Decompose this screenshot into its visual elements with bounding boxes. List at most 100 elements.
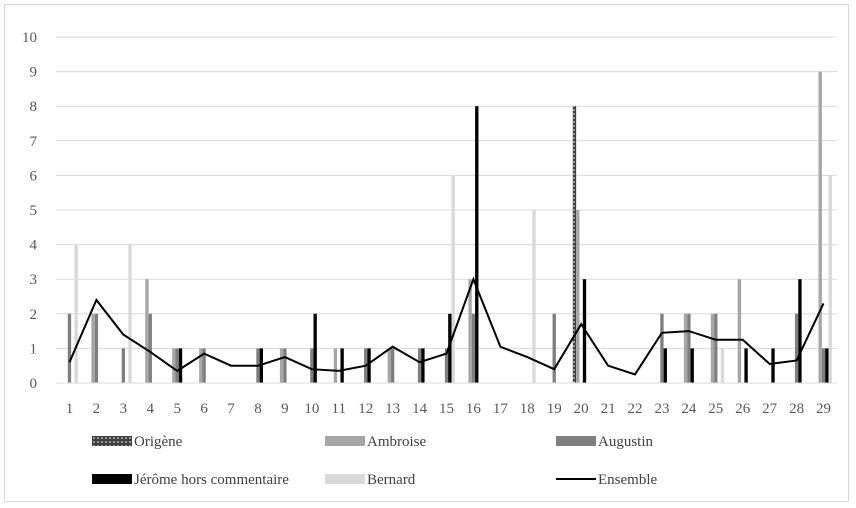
y-tick-label: 7 (30, 134, 38, 150)
x-tick-label: 26 (735, 401, 751, 417)
bar-augustin-28 (794, 313, 799, 383)
bar-ambroise-11 (333, 348, 338, 383)
x-tick-label: 2 (93, 401, 101, 417)
bar-bernard-29 (828, 175, 832, 383)
legend-label-bernard: Bernard (367, 472, 416, 488)
chart-frame (4, 4, 849, 502)
legend-swatch-bernard (325, 474, 365, 484)
x-tick-label: 24 (681, 401, 697, 417)
bar-jérôme-29 (825, 348, 829, 383)
bar-ambroise-24 (683, 313, 688, 383)
bar-jérôme-26 (744, 348, 748, 383)
legend-swatch-origene (92, 436, 132, 446)
legend-swatch-augustin (556, 436, 596, 446)
x-tick-label: 21 (601, 401, 616, 417)
x-tick-label: 22 (628, 401, 643, 417)
bar-origène-20 (572, 106, 577, 383)
x-tick-label: 11 (332, 401, 346, 417)
x-tick-label: 10 (304, 401, 319, 417)
bar-augustin-25 (714, 313, 718, 383)
legend-label-origene: Origène (134, 434, 183, 450)
x-tick-label: 20 (574, 401, 589, 417)
x-tick-label: 25 (708, 401, 723, 417)
bar-jérôme-5 (178, 348, 183, 383)
bar-augustin-16 (471, 313, 476, 383)
bars (67, 71, 832, 383)
bar-augustin-14 (417, 348, 422, 383)
bar-augustin-24 (687, 313, 691, 383)
bar-bernard-25 (720, 348, 725, 383)
x-tick-label: 15 (439, 401, 454, 417)
ensemble-line-layer (68, 276, 825, 376)
y-tick-label: 3 (30, 272, 38, 288)
bar-augustin-9 (283, 348, 287, 383)
legend-swatch-jerome (92, 474, 132, 484)
x-tick-label: 13 (385, 401, 400, 417)
y-tick-label: 2 (30, 307, 38, 323)
bar-ambroise-5 (172, 348, 176, 383)
y-tick-label: 9 (30, 65, 38, 81)
x-tick-label: 3 (120, 401, 128, 417)
x-tick-label: 29 (816, 401, 831, 417)
bar-jérôme-23 (663, 348, 667, 383)
bar-bernard-3 (128, 244, 132, 383)
bar-jérôme-12 (367, 348, 371, 383)
bar-augustin-29 (821, 348, 826, 383)
x-tick-label: 19 (547, 401, 562, 417)
bar-ambroise-13 (387, 348, 391, 383)
bar-augustin-13 (390, 348, 395, 383)
x-tick-label: 7 (227, 401, 235, 417)
y-tick-label: 4 (30, 238, 38, 254)
bar-jérôme-28 (798, 279, 802, 383)
ensemble-line (68, 276, 825, 376)
y-tick-label: 10 (22, 30, 37, 46)
gridlines (56, 36, 837, 384)
bar-ambroise-25 (710, 313, 715, 383)
bar-ambroise-26 (737, 279, 742, 383)
bar-augustin-5 (175, 348, 179, 383)
x-tick-label: 16 (466, 401, 482, 417)
legend-label-jerome: Jérôme hors commentaire (134, 472, 289, 488)
bar-jérôme-10 (313, 313, 317, 383)
x-tick-label: 23 (654, 401, 669, 417)
legend-label-augustin: Augustin (598, 434, 654, 450)
x-tick-label: 28 (789, 401, 804, 417)
x-tick-label: 17 (493, 401, 509, 417)
bar-ambroise-16 (468, 279, 472, 383)
bar-jérôme-11 (340, 348, 344, 383)
bar-augustin-10 (310, 348, 314, 383)
bar-jérôme-24 (690, 348, 694, 383)
bar-augustin-2 (94, 313, 99, 383)
y-tick-label: 1 (30, 341, 38, 357)
x-tick-label: 27 (762, 401, 778, 417)
bar-augustin-4 (148, 313, 152, 383)
y-tick-label: 8 (30, 99, 38, 115)
bar-augustin-6 (202, 348, 206, 383)
bar-augustin-1 (67, 313, 72, 383)
x-tick-label: 6 (200, 401, 208, 417)
x-tick-label: 9 (281, 401, 289, 417)
legend-label-ensemble: Ensemble (598, 472, 657, 488)
bar-ambroise-6 (199, 348, 203, 383)
bar-augustin-15 (444, 348, 449, 383)
legend-label-ambroise: Ambroise (367, 434, 427, 450)
x-tick-label: 8 (254, 401, 262, 417)
x-tick-label: 5 (173, 401, 181, 417)
bar-ambroise-29 (818, 71, 822, 383)
bar-bernard-1 (74, 244, 78, 383)
bar-ambroise-9 (279, 348, 284, 383)
bar-augustin-3 (121, 348, 125, 383)
y-tick-label: 6 (30, 168, 38, 184)
y-tick-label: 5 (30, 203, 38, 219)
y-tick-label: 0 (30, 376, 38, 392)
bar-ambroise-4 (145, 279, 149, 383)
bar-jérôme-8 (259, 348, 263, 383)
x-tick-label: 1 (66, 401, 74, 417)
bar-augustin-19 (552, 313, 556, 383)
bar-jérôme-15 (448, 313, 452, 383)
bar-jérôme-27 (771, 348, 775, 383)
bar-jérôme-16 (475, 106, 479, 383)
x-tick-label: 4 (147, 401, 155, 417)
